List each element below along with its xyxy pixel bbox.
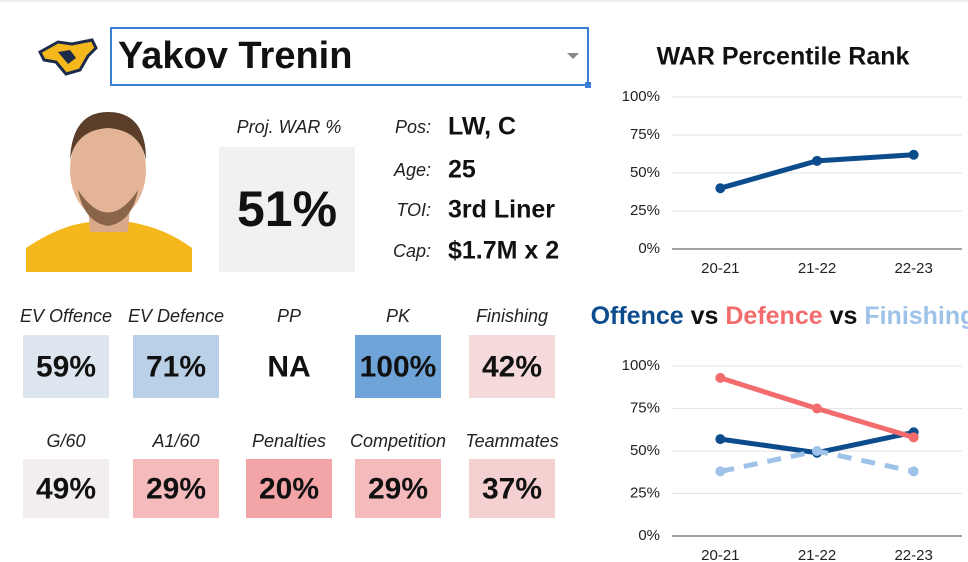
player-info: Pos: LW, C Age: 25 TOI: 3rd Liner Cap: $1.7M x …	[393, 113, 559, 265]
tile-box	[133, 459, 219, 518]
y-tick-label: 75%	[630, 399, 660, 416]
player-select[interactable]	[110, 27, 589, 86]
legend-entry: Offence	[591, 302, 684, 330]
tile-box	[355, 335, 441, 398]
tile-label: PP	[277, 306, 301, 326]
chart-title: Offence vs Defence vs Finishing	[591, 302, 968, 330]
x-tick-label: 22-23	[894, 547, 932, 562]
data-point	[715, 466, 726, 477]
tile-value: 29%	[146, 472, 206, 505]
y-tick-label: 0%	[638, 240, 660, 257]
tile-label: Penalties	[252, 431, 326, 451]
x-tick-label: 20-21	[701, 547, 739, 562]
y-tick-label: 50%	[630, 442, 660, 459]
info-value: 25	[448, 156, 476, 184]
tile-label: Finishing	[476, 306, 548, 326]
tile-label: A1/60	[151, 431, 199, 451]
resize-handle	[585, 82, 591, 88]
y-tick-label: 25%	[630, 484, 660, 501]
tile-label: PK	[386, 306, 411, 326]
y-tick-label: 25%	[630, 202, 660, 219]
y-tick-label: 50%	[630, 164, 660, 181]
tile-value: NA	[267, 350, 310, 383]
proj-war-label: Proj. WAR %	[237, 117, 342, 137]
x-tick-label: 22-23	[894, 260, 932, 277]
tile-box	[355, 459, 441, 518]
player-photo	[26, 110, 192, 272]
legend-entry: Finishing	[864, 302, 968, 330]
legend-entry: Defence	[725, 302, 822, 330]
tile-value: 37%	[482, 472, 542, 505]
data-point	[908, 149, 919, 160]
y-tick-label: 0%	[638, 527, 660, 544]
tile-value: 59%	[36, 350, 96, 383]
data-point	[715, 372, 726, 383]
data-point	[812, 403, 822, 414]
tile-box	[23, 459, 109, 518]
stat-tiles: EV Offence 59% EV Defence 71% PP NA PK 100% Fini…	[20, 306, 559, 518]
y-tick-label: 100%	[622, 88, 660, 105]
y-tick-label: 100%	[622, 357, 660, 374]
tile-box	[23, 335, 109, 398]
tile-value: 20%	[259, 472, 319, 505]
tile-value: 42%	[482, 350, 542, 383]
info-value: $1.7M x 2	[448, 237, 559, 265]
tile-label: EV Offence	[20, 306, 112, 326]
title-joiner: vs	[684, 302, 726, 330]
data-point	[812, 155, 822, 166]
tile-value: 49%	[36, 472, 96, 505]
tile-value: 100%	[360, 350, 437, 383]
tile-box	[133, 335, 219, 398]
tile-label: EV Defence	[128, 306, 224, 326]
tile-box	[246, 459, 332, 518]
dropdown-arrow[interactable]	[567, 53, 579, 59]
tile-label: Teammates	[465, 431, 558, 451]
data-point	[908, 432, 919, 443]
tile-label: Competition	[350, 431, 446, 451]
team-logo	[38, 38, 98, 76]
tile-value: 71%	[146, 350, 206, 383]
proj-war-value: 51%	[237, 181, 337, 237]
charts: WAR Percentile Rank 0% 25% 50% 75% 100% 20-21 2…	[591, 43, 968, 562]
chart-title: WAR Percentile Rank	[657, 43, 910, 71]
x-tick-label: 21-22	[798, 260, 836, 277]
tile-box	[246, 335, 332, 398]
x-tick-label: 20-21	[701, 260, 739, 277]
proj-war-box	[219, 147, 355, 272]
tile-box	[469, 335, 555, 398]
data-point	[715, 183, 726, 194]
title-joiner: vs	[823, 302, 865, 330]
data-point	[812, 446, 822, 456]
tile-box	[469, 459, 555, 518]
info-label: Age:	[393, 160, 431, 180]
info-label: TOI:	[396, 200, 431, 220]
info-value: 3rd Liner	[448, 196, 555, 224]
x-tick-label: 21-22	[798, 547, 836, 562]
tile-label: G/60	[46, 431, 85, 451]
data-point	[908, 466, 919, 477]
data-point	[715, 434, 726, 445]
info-label: Cap:	[393, 241, 431, 261]
player-name: Yakov Trenin	[118, 35, 352, 77]
y-tick-label: 75%	[630, 126, 660, 143]
info-label: Pos:	[395, 117, 431, 137]
tile-value: 29%	[368, 472, 428, 505]
info-value: LW, C	[448, 113, 516, 141]
